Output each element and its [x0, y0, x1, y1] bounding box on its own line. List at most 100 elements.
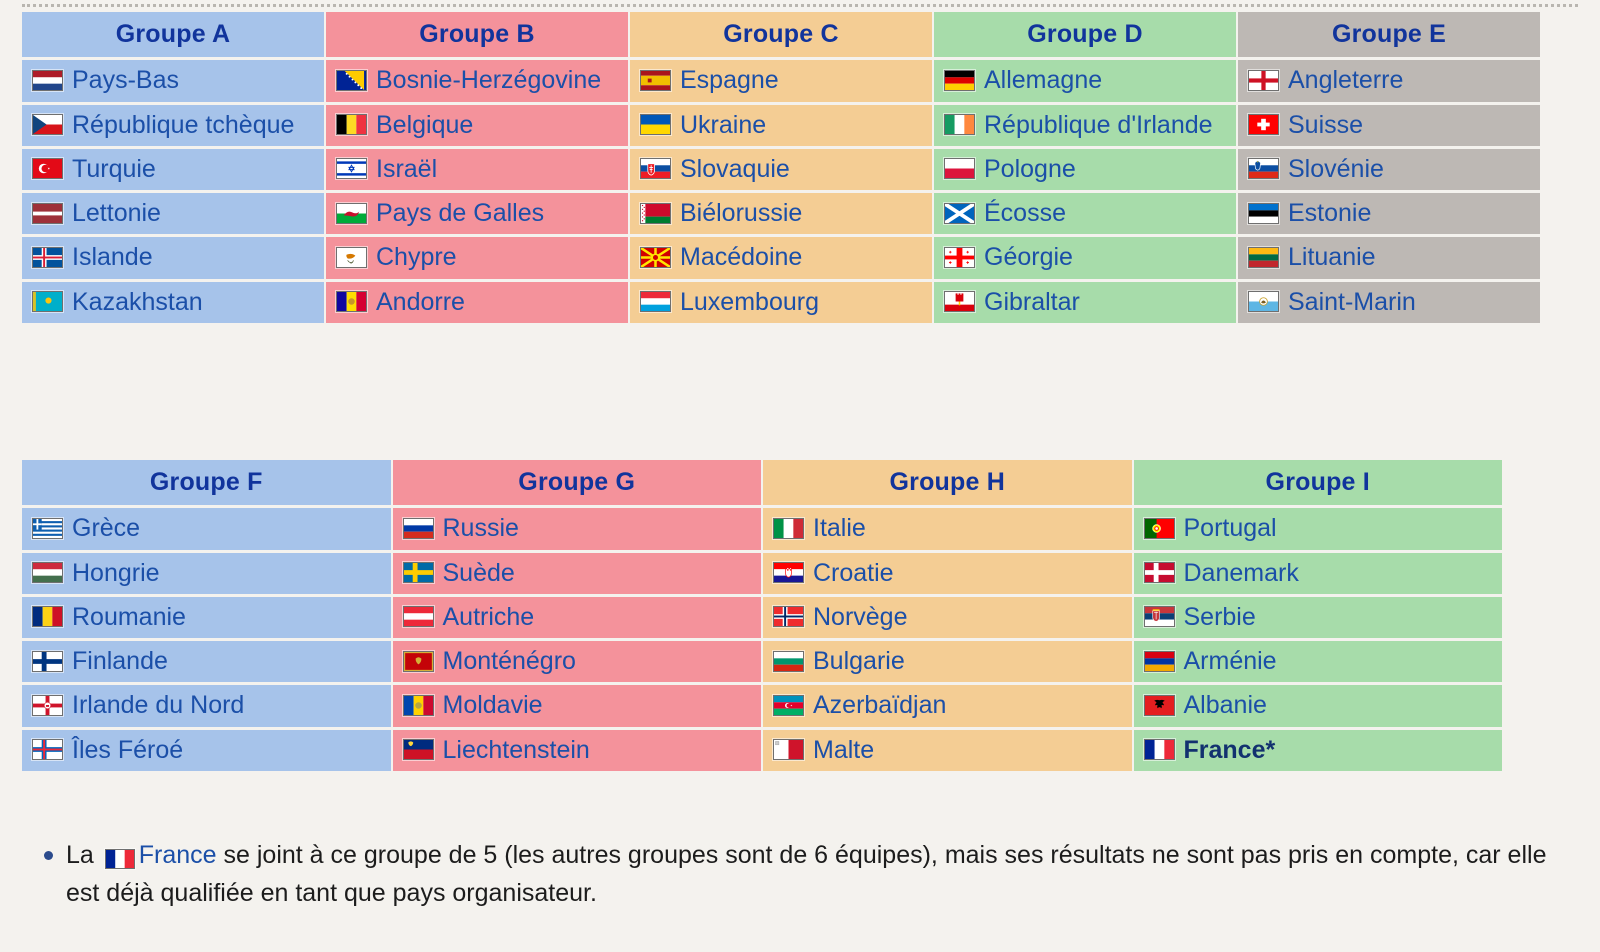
team-row[interactable]: Russie — [392, 508, 761, 550]
team-row[interactable]: Moldavie — [392, 685, 761, 727]
team-name-link[interactable]: Biélorussie — [680, 199, 803, 227]
team-name-link[interactable]: France* — [1183, 735, 1276, 764]
team-row[interactable]: Bosnie-Herzégovine — [326, 60, 628, 102]
team-name-link[interactable]: Pays-Bas — [72, 66, 179, 95]
team-row[interactable]: Angleterre — [1238, 60, 1540, 102]
team-row[interactable]: Malte — [763, 729, 1132, 771]
team-row[interactable]: Luxembourg — [630, 281, 932, 323]
team-name-link[interactable]: Belgique — [376, 110, 474, 139]
team-row[interactable]: Géorgie — [934, 237, 1236, 279]
team-row[interactable]: République d'Irlande — [934, 104, 1236, 146]
team-name-link[interactable]: Ukraine — [680, 110, 767, 139]
team-name-link[interactable]: Croatie — [813, 558, 894, 587]
team-name-link[interactable]: Irlande du Nord — [72, 691, 245, 720]
team-name-link[interactable]: Pays de Galles — [376, 199, 545, 227]
team-name-link[interactable]: Saint-Marin — [1288, 287, 1416, 316]
team-name-link[interactable]: Finlande — [72, 647, 168, 675]
team-row[interactable]: Îles Féroé — [22, 729, 391, 771]
team-row[interactable]: Serbie — [1133, 596, 1502, 638]
team-name-link[interactable]: Angleterre — [1288, 66, 1404, 95]
team-name-link[interactable]: Serbie — [1183, 602, 1256, 631]
team-row[interactable]: Azerbaïdjan — [763, 685, 1132, 727]
team-name-link[interactable]: Turquie — [72, 154, 156, 183]
team-row[interactable]: Suisse — [1238, 104, 1540, 146]
team-row[interactable]: République tchèque — [22, 104, 324, 146]
team-row[interactable]: Islande — [22, 237, 324, 279]
team-name-link[interactable]: République tchèque — [72, 110, 295, 139]
team-row[interactable]: Ukraine — [630, 104, 932, 146]
team-name-link[interactable]: Hongrie — [72, 558, 160, 587]
team-name-link[interactable]: Monténégro — [442, 647, 576, 675]
team-name-link[interactable]: Chypre — [376, 243, 457, 272]
team-name-link[interactable]: Estonie — [1288, 199, 1372, 227]
footnote-france-link[interactable]: France — [138, 841, 217, 869]
team-row[interactable]: Pays de Galles — [326, 193, 628, 235]
team-row[interactable]: Lituanie — [1238, 237, 1540, 279]
team-name-link[interactable]: Pologne — [984, 154, 1076, 183]
team-name-link[interactable]: Italie — [813, 514, 866, 543]
team-name-link[interactable]: Espagne — [680, 66, 779, 95]
team-row[interactable]: Slovénie — [1238, 148, 1540, 190]
team-name-link[interactable]: Grèce — [72, 514, 141, 543]
team-name-link[interactable]: Andorre — [376, 287, 465, 316]
team-row[interactable]: Pays-Bas — [22, 60, 324, 102]
team-row[interactable]: Pologne — [934, 148, 1236, 190]
team-row[interactable]: Belgique — [326, 104, 628, 146]
team-name-link[interactable]: Bulgarie — [813, 647, 905, 675]
team-row[interactable]: Autriche — [392, 596, 761, 638]
team-name-link[interactable]: Russie — [442, 514, 519, 543]
team-name-link[interactable]: Macédoine — [680, 243, 803, 272]
team-row[interactable]: Croatie — [763, 552, 1132, 594]
team-name-link[interactable]: Liechtenstein — [442, 735, 590, 764]
team-row[interactable]: Albanie — [1133, 685, 1502, 727]
team-name-link[interactable]: Écosse — [984, 199, 1066, 227]
team-row[interactable]: Monténégro — [392, 641, 761, 683]
team-row[interactable]: Danemark — [1133, 552, 1502, 594]
team-name-link[interactable]: Moldavie — [442, 691, 543, 720]
team-row[interactable]: Macédoine — [630, 237, 932, 279]
team-row[interactable]: Saint-Marin — [1238, 281, 1540, 323]
team-name-link[interactable]: Autriche — [442, 602, 535, 631]
team-row[interactable]: Slovaquie — [630, 148, 932, 190]
team-name-link[interactable]: Slovénie — [1288, 154, 1384, 183]
team-row[interactable]: Andorre — [326, 281, 628, 323]
team-row[interactable]: Israël — [326, 148, 628, 190]
team-row[interactable]: Italie — [763, 508, 1132, 550]
team-row[interactable]: Biélorussie — [630, 193, 932, 235]
team-name-link[interactable]: Îles Féroé — [72, 735, 184, 764]
team-name-link[interactable]: Allemagne — [984, 66, 1103, 95]
team-row[interactable]: Irlande du Nord — [22, 685, 391, 727]
team-name-link[interactable]: Suisse — [1288, 110, 1364, 139]
team-row[interactable]: Arménie — [1133, 641, 1502, 683]
team-row[interactable]: Allemagne — [934, 60, 1236, 102]
team-name-link[interactable]: Suède — [442, 558, 515, 587]
team-name-link[interactable]: Danemark — [1183, 558, 1299, 587]
team-row[interactable]: Suède — [392, 552, 761, 594]
team-row[interactable]: Turquie — [22, 148, 324, 190]
team-name-link[interactable]: Islande — [72, 243, 153, 272]
team-name-link[interactable]: Luxembourg — [680, 287, 819, 316]
team-row[interactable]: Hongrie — [22, 552, 391, 594]
team-name-link[interactable]: Arménie — [1183, 647, 1277, 675]
team-name-link[interactable]: Albanie — [1183, 691, 1267, 720]
team-name-link[interactable]: Israël — [376, 154, 438, 183]
team-row[interactable]: Estonie — [1238, 193, 1540, 235]
team-row[interactable]: Chypre — [326, 237, 628, 279]
team-row[interactable]: Norvège — [763, 596, 1132, 638]
team-name-link[interactable]: Roumanie — [72, 602, 186, 631]
team-row[interactable]: Bulgarie — [763, 641, 1132, 683]
team-name-link[interactable]: Gibraltar — [984, 287, 1080, 316]
team-row[interactable]: Écosse — [934, 193, 1236, 235]
team-row[interactable]: Kazakhstan — [22, 281, 324, 323]
team-row[interactable]: Finlande — [22, 641, 391, 683]
team-row[interactable]: Grèce — [22, 508, 391, 550]
team-row[interactable]: Roumanie — [22, 596, 391, 638]
team-row[interactable]: Gibraltar — [934, 281, 1236, 323]
team-row[interactable]: France* — [1133, 729, 1502, 771]
team-row[interactable]: Liechtenstein — [392, 729, 761, 771]
team-name-link[interactable]: République d'Irlande — [984, 110, 1213, 139]
team-name-link[interactable]: Géorgie — [984, 243, 1073, 272]
team-name-link[interactable]: Slovaquie — [680, 154, 790, 183]
team-name-link[interactable]: Lituanie — [1288, 243, 1376, 272]
team-name-link[interactable]: Azerbaïdjan — [813, 691, 947, 720]
